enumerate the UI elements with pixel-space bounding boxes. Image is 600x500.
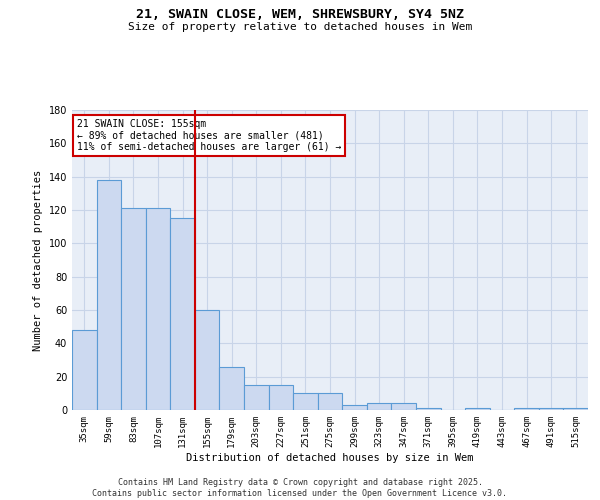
Bar — [97, 180, 121, 410]
Text: Contains HM Land Registry data © Crown copyright and database right 2025.
Contai: Contains HM Land Registry data © Crown c… — [92, 478, 508, 498]
Bar — [342, 405, 367, 410]
Bar — [170, 218, 195, 410]
Bar — [269, 385, 293, 410]
Bar — [465, 408, 490, 410]
Bar — [318, 394, 342, 410]
Bar — [195, 310, 220, 410]
Text: 21, SWAIN CLOSE, WEM, SHREWSBURY, SY4 5NZ: 21, SWAIN CLOSE, WEM, SHREWSBURY, SY4 5N… — [136, 8, 464, 20]
Bar — [539, 408, 563, 410]
Bar — [391, 404, 416, 410]
Y-axis label: Number of detached properties: Number of detached properties — [33, 170, 43, 350]
Text: 21 SWAIN CLOSE: 155sqm
← 89% of detached houses are smaller (481)
11% of semi-de: 21 SWAIN CLOSE: 155sqm ← 89% of detached… — [77, 119, 341, 152]
Text: Size of property relative to detached houses in Wem: Size of property relative to detached ho… — [128, 22, 472, 32]
Bar — [293, 394, 318, 410]
X-axis label: Distribution of detached houses by size in Wem: Distribution of detached houses by size … — [186, 452, 474, 462]
Bar — [244, 385, 269, 410]
Bar — [121, 208, 146, 410]
Bar — [220, 366, 244, 410]
Bar — [72, 330, 97, 410]
Bar — [146, 208, 170, 410]
Bar — [514, 408, 539, 410]
Bar — [563, 408, 588, 410]
Bar — [367, 404, 391, 410]
Bar — [416, 408, 440, 410]
